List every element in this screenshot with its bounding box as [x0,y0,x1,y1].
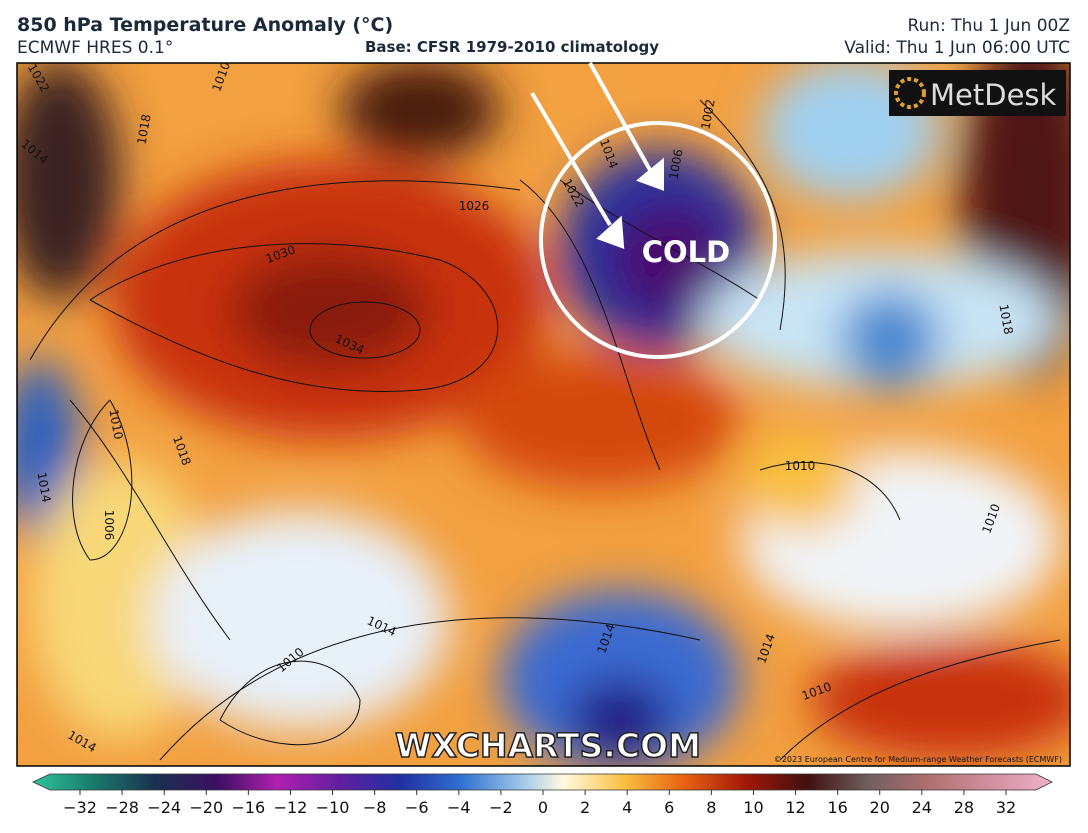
run: Run: Thu 1 Jun 00Z [907,16,1070,36]
copyright: ©2023 European Centre for Medium-range W… [774,755,1062,764]
isobar-label: 1010 [106,408,125,441]
colorbar-tick-label: −8 [363,798,387,817]
colorbar-tick-label: −12 [274,798,308,817]
colorbar-tick-label: 16 [827,798,847,817]
isobar-label: 1018 [996,303,1015,336]
colorbar-tick-label: 32 [996,798,1016,817]
colorbar-tick-label: 8 [706,798,716,817]
colorbar-tick-label: −10 [316,798,350,817]
isobars [29,99,1061,761]
annotation: COLD [642,235,731,269]
isobar-label: 1018 [135,113,154,146]
watermark: WXCHARTS.COM [395,726,701,765]
colorbar-tick-label: −28 [105,798,139,817]
colorbar-tick-label: −24 [147,798,181,817]
isobar-label: 1006 [667,148,686,181]
colorbar-tick-label: 0 [538,798,548,817]
anomaly-field [17,63,1070,766]
colorbar-tick-label: −16 [231,798,265,817]
map-frame [16,62,1071,767]
title: 850 hPa Temperature Anomaly (°C) [17,14,394,36]
colorbar-tick-label: 4 [622,798,632,817]
highlight-circle [539,121,777,359]
valid: Valid: Thu 1 Jun 06:00 UTC [844,38,1070,58]
isobar-label: 1026 [459,199,490,213]
logo-box [889,70,1066,116]
isobar-label: 1014 [34,471,53,504]
colorbar-tick-label: −32 [63,798,97,817]
colorbar-tick-label: 20 [870,798,890,817]
colorbar-tick-label: 10 [743,798,763,817]
colorbar-tick-label: −20 [189,798,223,817]
isobar-label: 1006 [102,510,116,541]
colorbar-tick-label: −2 [489,798,513,817]
colorbar-tick-label: 24 [912,798,932,817]
isobar-label: 1010 [785,459,816,473]
logo-icon [894,77,926,109]
colorbar-tick-label: 2 [580,798,590,817]
base: Base: CFSR 1979-2010 climatology [365,38,660,56]
colorbar-tick-label: 6 [664,798,674,817]
arrows [530,62,664,249]
colorbar-tick-label: 28 [954,798,974,817]
colorbar-tick-label: −6 [405,798,429,817]
model: ECMWF HRES 0.1° [17,38,174,58]
colorbar [32,773,1053,791]
logo: MetDesk [930,78,1057,112]
colorbar-tick-label: 12 [785,798,805,817]
colorbar-tick-label: −4 [447,798,471,817]
isobar-label: 1002 [699,98,718,131]
